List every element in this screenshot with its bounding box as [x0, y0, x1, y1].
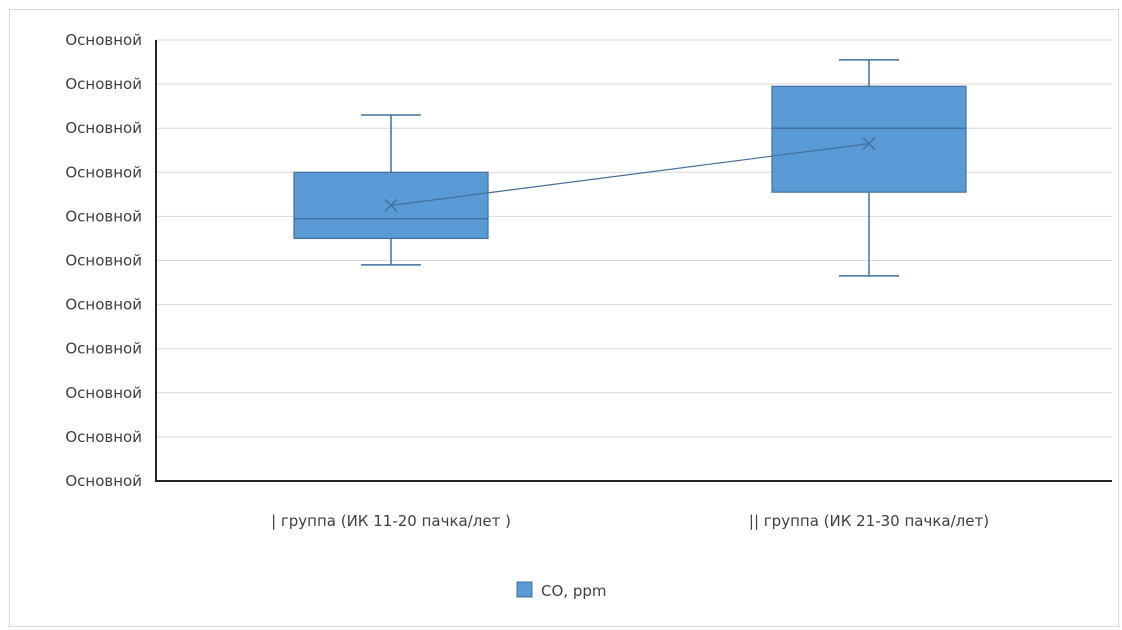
legend-swatch [516, 581, 533, 598]
box-1 [293, 114, 489, 266]
axes [155, 40, 1112, 482]
x-category-label: || группа (ИК 21-30 пачка/лет) [749, 512, 989, 530]
box-2 [771, 59, 967, 277]
plot-area [293, 59, 967, 277]
mean-marker [862, 137, 876, 151]
y-tick-label: Основной [65, 384, 142, 402]
y-tick-label: Основной [65, 252, 142, 270]
y-tick-label: Основной [65, 207, 142, 225]
mean-marker-stroke [862, 137, 876, 151]
mean-marker [384, 198, 398, 212]
y-axis-tick-labels: Основной Основной Основной Основной Основной… [65, 31, 142, 490]
mean-marker-stroke [384, 198, 398, 212]
iqr-box [771, 85, 967, 193]
legend-label: CO, ppm [541, 582, 606, 600]
y-tick-label: Основной [65, 296, 142, 314]
y-tick-label: Основной [65, 31, 142, 49]
y-tick-label: Основной [65, 340, 142, 358]
y-tick-label: Основной [65, 428, 142, 446]
x-category-label: | группа (ИК 11-20 пачка/лет ) [271, 512, 511, 530]
mean-line [390, 143, 870, 206]
y-tick-label: Основной [65, 472, 142, 490]
y-tick-label: Основной [65, 163, 142, 181]
x-axis-category-labels: | группа (ИК 11-20 пачка/лет ) || группа … [271, 512, 989, 530]
legend: CO, ppm [516, 581, 606, 600]
y-tick-label: Основной [65, 75, 142, 93]
y-tick-label: Основной [65, 119, 142, 137]
